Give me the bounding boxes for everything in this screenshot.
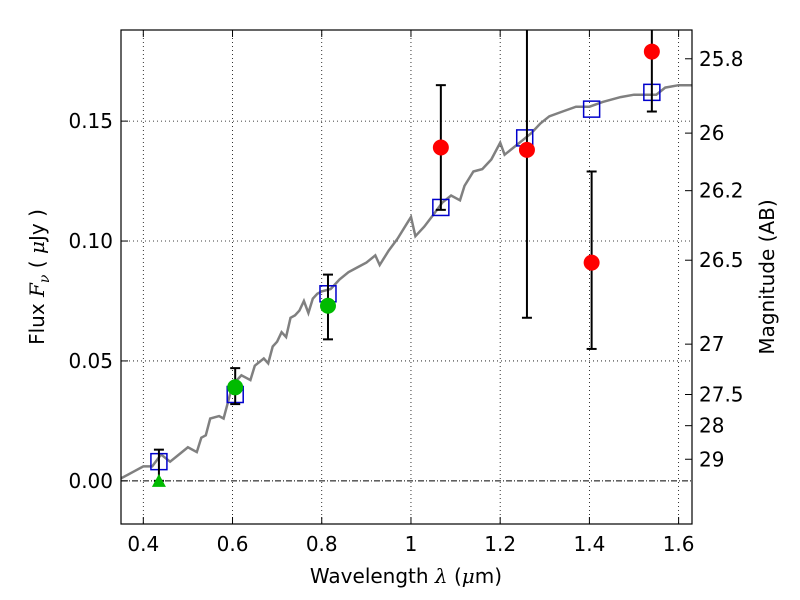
right-tick-label: 27 bbox=[699, 332, 724, 356]
tick-labels: 0.4 0.6 0.8 1 1.2 1.4 1.6 0.00 0.05 0.10 0.15 25.8 2… bbox=[68, 47, 743, 556]
ticks bbox=[121, 30, 692, 524]
x-tick-label: 1.6 bbox=[663, 532, 695, 556]
plot-frame bbox=[120, 29, 693, 525]
data-point bbox=[583, 254, 600, 271]
x-tick-label: 0.6 bbox=[217, 532, 249, 556]
x-axis-title: Wavelength λ (μm) bbox=[310, 564, 502, 588]
y-axis-title: Flux Fν ( μJy ) bbox=[25, 209, 53, 345]
right-tick-label: 28 bbox=[699, 414, 724, 438]
x-tick-label: 0.4 bbox=[127, 532, 159, 556]
y-tick-label: 0.00 bbox=[68, 469, 113, 493]
y-tick-label: 0.05 bbox=[68, 349, 113, 373]
right-tick-label: 26 bbox=[699, 121, 724, 145]
upper-limit-point bbox=[151, 473, 166, 487]
data-point bbox=[518, 141, 535, 158]
spectrum-line bbox=[120, 83, 692, 480]
right-axis-title: Magnitude (AB) bbox=[755, 199, 779, 354]
y-tick-label: 0.15 bbox=[68, 109, 113, 133]
x-tick-label: 0.8 bbox=[306, 532, 338, 556]
x-tick-label: 1.4 bbox=[573, 532, 605, 556]
y-tick-label: 0.10 bbox=[68, 229, 113, 253]
x-tick-label: 1 bbox=[405, 532, 418, 556]
right-tick-label: 25.8 bbox=[699, 47, 744, 71]
data-point bbox=[643, 43, 660, 60]
series-layer bbox=[120, 30, 692, 487]
right-tick-label: 27.5 bbox=[699, 383, 744, 407]
model-point bbox=[582, 100, 601, 118]
right-tick-label: 26.5 bbox=[699, 248, 744, 272]
data-point bbox=[319, 297, 336, 314]
right-tick-label: 26.2 bbox=[699, 179, 744, 203]
x-tick-label: 1.2 bbox=[484, 532, 516, 556]
grid bbox=[121, 30, 692, 524]
data-point bbox=[432, 139, 449, 156]
data-point bbox=[227, 379, 244, 396]
right-tick-label: 29 bbox=[699, 447, 724, 471]
